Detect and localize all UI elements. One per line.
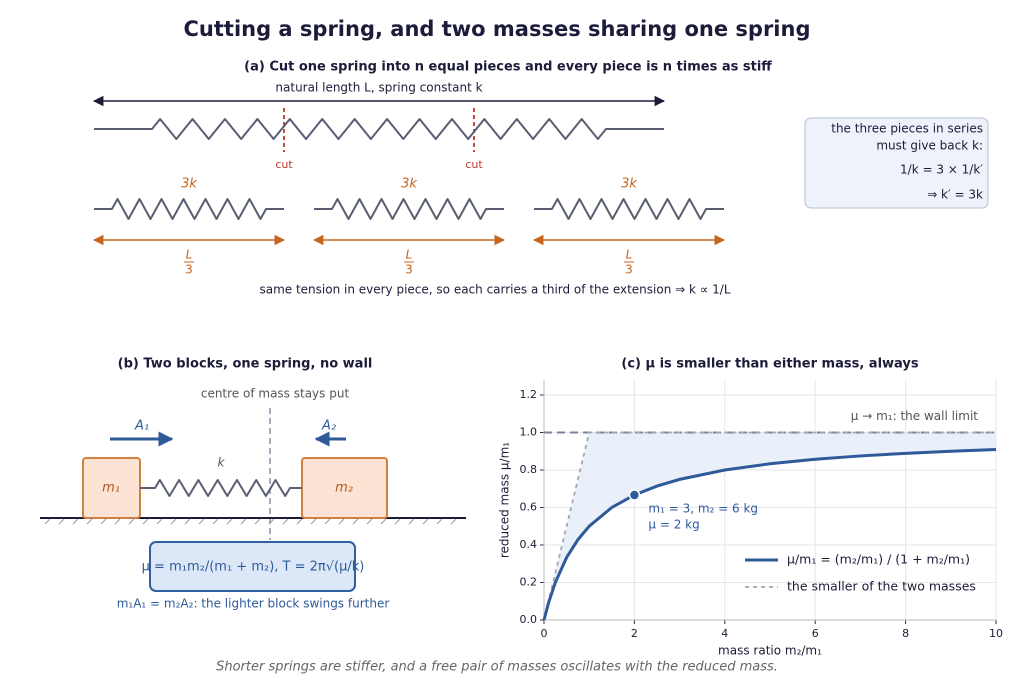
hatch	[254, 518, 261, 525]
gap-area	[544, 432, 996, 620]
legend-label: the smaller of the two masses	[787, 579, 976, 594]
footer: Shorter springs are stiffer, and a free …	[216, 660, 778, 675]
hatch	[450, 518, 457, 525]
panel-a-title: (a) Cut one spring into n equal pieces a…	[244, 60, 772, 75]
y-axis-label: reduced mass μ/m₁	[498, 442, 512, 558]
fraction-numerator: L	[406, 248, 413, 262]
box-line: the three pieces in series	[831, 122, 983, 136]
hatch	[72, 518, 79, 525]
hatch	[310, 518, 317, 525]
hatch	[114, 518, 121, 525]
hatch	[86, 518, 93, 525]
centre-label: centre of mass stays put	[201, 387, 350, 401]
spring	[314, 198, 504, 220]
hatch	[128, 518, 135, 525]
hatch	[282, 518, 289, 525]
panel-a: (a) Cut one spring into n equal pieces a…	[92, 60, 989, 297]
hatch	[184, 518, 191, 525]
formula: μ = m₁m₂/(m₁ + m₂), T = 2π√(μ/k)	[142, 560, 365, 575]
fraction-denominator: 3	[405, 263, 413, 277]
hatch	[408, 518, 415, 525]
hatch	[268, 518, 275, 525]
panel-c: (c) μ is smaller than either mass, alway…	[498, 357, 1004, 658]
cut-label: cut	[275, 158, 293, 171]
length-label: natural length L, spring constant k	[275, 81, 482, 95]
x-tick-label: 6	[812, 627, 819, 640]
box-line: 1/k = 3 × 1/k′	[900, 163, 983, 177]
hatch	[296, 518, 303, 525]
x-axis-label: mass ratio m₂/m₁	[718, 644, 822, 658]
piece-constant: 3k	[401, 177, 417, 192]
figure-title: Cutting a spring, and two masses sharing…	[184, 17, 811, 41]
cut-label: cut	[465, 158, 483, 171]
panel-b-title: (b) Two blocks, one spring, no wall	[118, 357, 373, 372]
fraction-denominator: 3	[625, 263, 633, 277]
hatch	[380, 518, 387, 525]
hatch	[142, 518, 149, 525]
box-line: must give back k:	[876, 139, 983, 153]
piece-constant: 3k	[621, 177, 637, 192]
hatch	[240, 518, 247, 525]
point-label: m₁ = 3, m₂ = 6 kg	[648, 501, 758, 515]
x-tick-label: 10	[989, 627, 1003, 640]
hatch	[324, 518, 331, 525]
fraction-numerator: L	[186, 248, 193, 262]
y-tick-label: 0.8	[520, 463, 538, 476]
y-tick-label: 0.4	[520, 538, 538, 551]
y-tick-label: 0.0	[520, 613, 538, 626]
hatch	[198, 518, 205, 525]
y-tick-label: 0.6	[520, 501, 538, 514]
fraction-numerator: L	[626, 248, 633, 262]
amplitude-label: A₂	[321, 419, 336, 434]
hatch	[352, 518, 359, 525]
x-tick-label: 2	[631, 627, 638, 640]
hatch	[338, 518, 345, 525]
legend-label: μ/m₁ = (m₂/m₁) / (1 + m₂/m₁)	[787, 552, 970, 567]
hatch	[212, 518, 219, 525]
hatch	[44, 518, 51, 525]
mass-label: m₁	[102, 481, 120, 496]
hatch	[226, 518, 233, 525]
hatch	[394, 518, 401, 525]
hatch	[436, 518, 443, 525]
panel-a-note: same tension in every piece, so each car…	[259, 283, 730, 297]
piece-constant: 3k	[181, 177, 197, 192]
spring-label: k	[218, 456, 226, 470]
mass-label: m₂	[335, 481, 353, 496]
x-tick-label: 4	[721, 627, 728, 640]
y-tick-label: 0.2	[520, 576, 538, 589]
fraction-denominator: 3	[185, 263, 193, 277]
highlight-point	[628, 489, 641, 501]
hatch	[170, 518, 177, 525]
hatch	[422, 518, 429, 525]
hatch	[58, 518, 65, 525]
y-tick-label: 1.0	[520, 426, 538, 439]
hatch	[366, 518, 373, 525]
x-tick-label: 8	[902, 627, 909, 640]
spring	[94, 198, 284, 220]
x-tick-label: 0	[541, 627, 548, 640]
series-line	[543, 431, 996, 621]
hatch	[156, 518, 163, 525]
y-tick-label: 1.2	[520, 388, 538, 401]
reference-label: μ → m₁: the wall limit	[851, 409, 979, 423]
point-label: μ = 2 kg	[648, 517, 699, 531]
hatch	[100, 518, 107, 525]
series-line	[542, 448, 997, 621]
panel-b: (b) Two blocks, one spring, no wall cent…	[40, 357, 466, 611]
panel-b-note: m₁A₁ = m₂A₂: the lighter block swings fu…	[117, 597, 390, 611]
spring	[140, 479, 302, 497]
spring	[94, 118, 664, 140]
amplitude-label: A₁	[134, 419, 149, 434]
box-line: ⇒ k′ = 3k	[927, 188, 983, 202]
info-box	[804, 117, 989, 209]
spring	[534, 198, 724, 220]
formula-box	[149, 541, 356, 592]
chart-title: (c) μ is smaller than either mass, alway…	[621, 357, 919, 372]
